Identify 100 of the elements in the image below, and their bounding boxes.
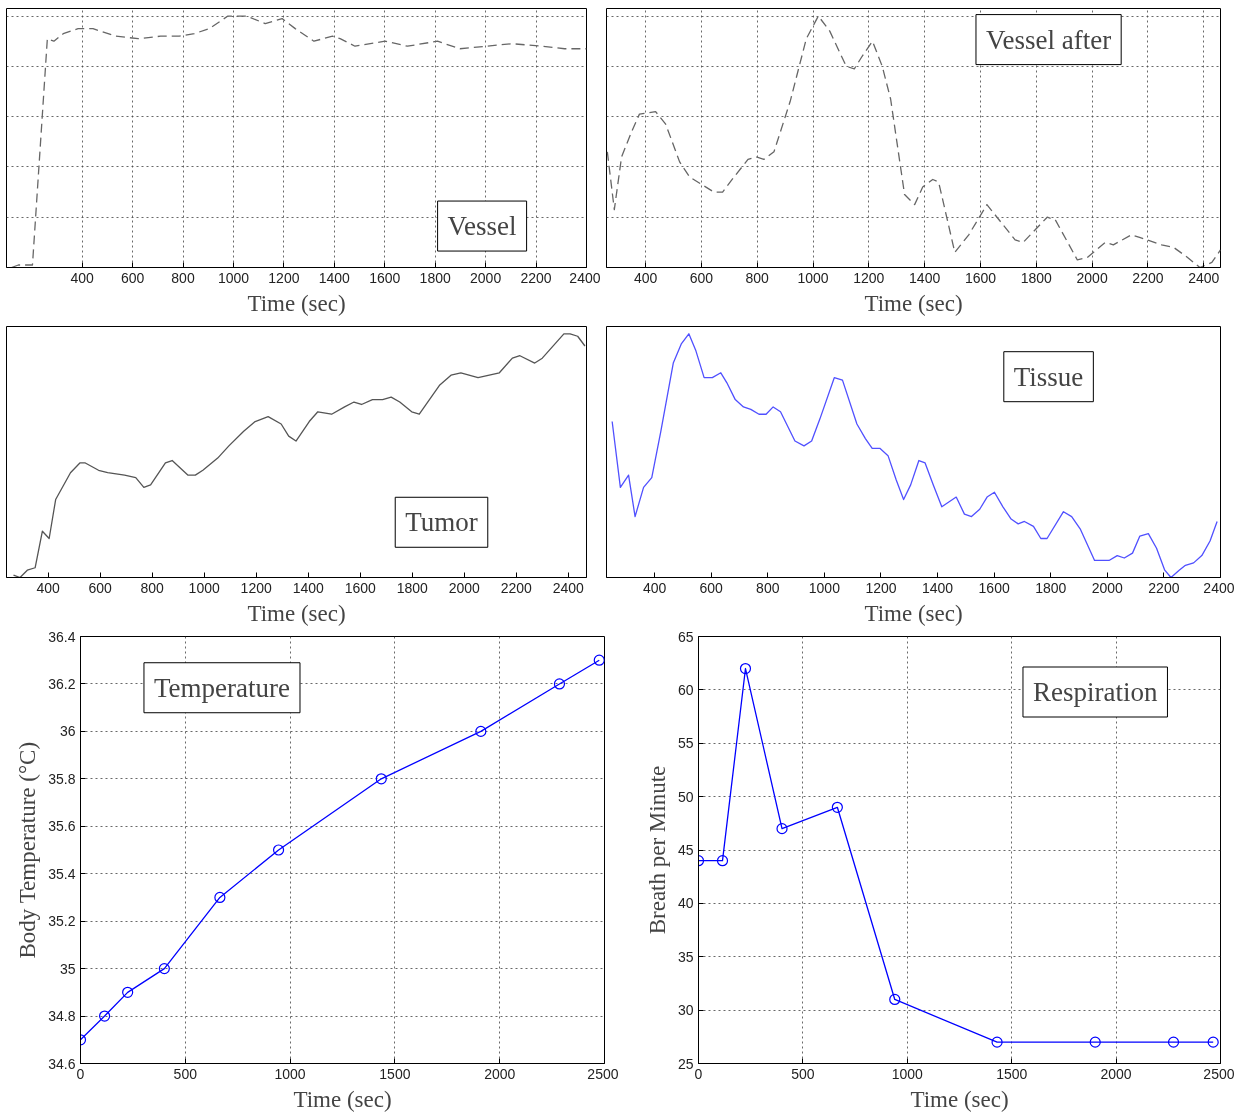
point (475, 725, 487, 737)
x-tick-label: 800 (745, 269, 770, 286)
y-tick-label: 40 (677, 895, 694, 912)
x-tick-label: 500 (791, 1065, 815, 1082)
annotation: Vessel (447, 211, 517, 242)
point (739, 662, 752, 675)
x-axis-title: Time (sec) (864, 600, 963, 626)
point (272, 844, 285, 856)
y-tick-label: 60 (677, 681, 694, 698)
y-tick-label: 34.6 (48, 1055, 76, 1072)
x-tick-label: 2000 (1091, 579, 1124, 596)
x-axis-title: Time (sec) (910, 1086, 1009, 1112)
x-tick-label: 800 (756, 579, 780, 596)
x-tick-label: 600 (88, 579, 113, 596)
x-tick-label: 2000 (1100, 1065, 1132, 1082)
y-tick-label: 36 (59, 723, 76, 740)
x-tick-label: 1800 (396, 579, 429, 596)
x-tick-label: 1800 (419, 269, 451, 286)
x-tick-label: 1600 (369, 269, 401, 286)
x-tick-label: 2500 (587, 1065, 619, 1082)
x-tick-label: 0 (76, 1065, 85, 1082)
x-tick-label: 2000 (484, 1065, 516, 1082)
point (1089, 1036, 1101, 1048)
x-tick-label: 500 (173, 1065, 198, 1082)
x-axis-title: Time (sec) (247, 290, 346, 316)
y-axis-title: Breath per Minute (644, 765, 670, 935)
x-tick-label: 1200 (268, 269, 300, 286)
x-tick-label: 2500 (1203, 1065, 1234, 1082)
y-tick-label: 35.2 (48, 913, 76, 930)
x-tick-label: 1000 (797, 269, 829, 286)
x-tick-label: 2400 (569, 269, 601, 286)
x-tick-label: 800 (171, 269, 195, 286)
point (158, 963, 170, 975)
x-axis-title: Time (sec) (293, 1086, 392, 1112)
x-tick-label: 1800 (1035, 579, 1067, 596)
x-tick-label: 1000 (808, 579, 841, 596)
annotation: Respiration (1032, 677, 1158, 708)
x-tick-label: 2000 (470, 269, 502, 286)
y-tick-label: 35.4 (48, 865, 76, 882)
x-axis-title: Time (sec) (247, 600, 346, 626)
y-tick-label: 35 (59, 960, 76, 977)
x-tick-label: 1200 (865, 579, 897, 596)
y-tick-label: 45 (677, 842, 694, 858)
x-tick-label: 1400 (292, 579, 324, 596)
y-axis-title: Body Temperature (°C) (15, 741, 41, 959)
point (214, 891, 226, 904)
y-tick-label: 30 (677, 1002, 694, 1019)
x-tick-label: 400 (70, 269, 95, 286)
point (375, 773, 387, 785)
x-tick-label: 1400 (909, 269, 941, 286)
y-tick-label: 35.8 (48, 770, 76, 787)
point (831, 801, 843, 813)
x-tick-label: 1600 (344, 579, 377, 596)
y-tick-label: 50 (677, 788, 694, 805)
y-tick-label: 55 (677, 735, 694, 752)
point (553, 678, 566, 690)
x-tick-label: 1400 (921, 579, 954, 596)
x-tick-label: 2200 (520, 269, 552, 286)
y-tick-label: 25 (677, 1055, 694, 1072)
point (1167, 1036, 1180, 1048)
x-axis-title: Time (sec) (864, 290, 963, 316)
x-tick-label: 1000 (188, 579, 220, 596)
y-tick-label: 36.2 (48, 675, 76, 692)
x-tick-label: 400 (642, 579, 667, 596)
x-tick-label: 400 (633, 269, 658, 286)
point (991, 1036, 1003, 1048)
point (122, 986, 134, 998)
point (99, 1010, 111, 1022)
x-tick-label: 1200 (853, 269, 885, 286)
y-tick-label: 34.8 (48, 1008, 76, 1025)
y-tick-label: 65 (677, 628, 694, 645)
x-tick-label: 600 (120, 269, 145, 286)
x-tick-label: 2000 (448, 579, 481, 596)
x-tick-label: 1800 (1020, 269, 1053, 286)
x-tick-label: 2200 (1132, 269, 1164, 286)
point (716, 855, 729, 867)
x-tick-label: 2400 (1203, 579, 1234, 596)
x-tick-label: 2200 (1148, 579, 1180, 596)
x-tick-label: 0 (694, 1065, 703, 1082)
x-tick-label: 2400 (552, 579, 585, 596)
x-tick-label: 1200 (240, 579, 272, 596)
x-tick-label: 1000 (217, 269, 250, 286)
annotation: Tumor (405, 507, 478, 538)
x-tick-label: 1500 (379, 1065, 411, 1082)
x-tick-label: 1000 (274, 1065, 306, 1082)
x-tick-label: 1500 (996, 1065, 1028, 1082)
x-tick-label: 800 (140, 579, 165, 596)
annotation: Vessel after (985, 24, 1112, 55)
annotation: Temperature (153, 672, 291, 703)
point (776, 823, 788, 835)
point (1207, 1036, 1219, 1048)
x-tick-label: 1600 (964, 269, 997, 286)
x-tick-label: 400 (36, 579, 61, 596)
y-tick-label: 35 (677, 948, 694, 965)
x-tick-label: 1400 (318, 269, 351, 286)
x-tick-label: 2000 (1076, 269, 1108, 286)
y-tick-label: 35.6 (48, 818, 76, 835)
x-tick-label: 2400 (1188, 269, 1220, 286)
annotation: Tissue (1013, 361, 1084, 392)
x-tick-label: 600 (689, 269, 714, 286)
